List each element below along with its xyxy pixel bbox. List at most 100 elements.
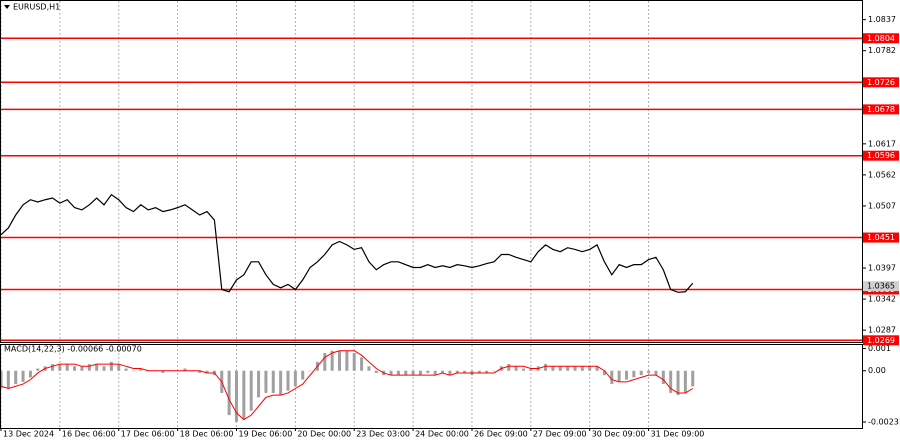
macd-bar [507, 364, 511, 371]
macd-bar [396, 370, 400, 376]
macd-bar [161, 370, 165, 373]
y-tick-label: 1.0782 [868, 46, 896, 55]
x-tick-label: 31 Dec 09:00 [651, 430, 705, 439]
macd-bar [286, 370, 290, 391]
macd-bar [124, 368, 128, 371]
macd-bar [691, 370, 695, 387]
macd-bar [183, 368, 187, 371]
macd-bar [131, 370, 135, 372]
macd-bar [683, 370, 687, 393]
level-label-box [863, 335, 899, 346]
x-tick-label: 17 Dec 06:00 [121, 430, 175, 439]
macd-bar [227, 370, 231, 416]
x-tick-label: 26 Dec 09:00 [474, 430, 528, 439]
x-tick-label: 19 Dec 06:00 [238, 430, 292, 439]
macd-bar [647, 370, 651, 373]
macd-bar [73, 366, 77, 371]
x-tick-label: 30 Dec 09:00 [592, 430, 646, 439]
indicator-label: MACD(14,22,3) -0.00066 -0.00070 [4, 345, 142, 354]
macd-bar [588, 366, 592, 371]
macd-bar [654, 370, 658, 376]
macd-bar [293, 370, 297, 387]
macd-bar [301, 370, 305, 380]
macd-bar [352, 352, 356, 371]
macd-bar [367, 366, 371, 371]
macd-bar [58, 364, 62, 371]
y-tick-label: 1.0562 [868, 170, 896, 179]
macd-bar [330, 350, 334, 371]
macd-bar [102, 366, 106, 371]
macd-bar [360, 357, 364, 371]
macd-bar [441, 370, 445, 373]
macd-bar [338, 350, 342, 371]
level-label: 1.0804 [867, 34, 895, 43]
macd-bar [544, 364, 548, 371]
level-label-box [863, 77, 899, 88]
data-layer [0, 37, 862, 422]
macd-bar [205, 370, 209, 373]
macd-bar [95, 364, 99, 371]
last-price-box [863, 281, 899, 292]
macd-signal-line [0, 350, 693, 421]
macd-bar [249, 370, 253, 411]
macd-bar [279, 370, 283, 396]
y-tick-label: 1.0617 [868, 139, 896, 148]
macd-bar [198, 370, 202, 373]
macd-bar [65, 364, 69, 371]
macd-bar [602, 370, 606, 376]
macd-bar [529, 368, 533, 371]
macd-bar [463, 370, 467, 373]
macd-bar [36, 368, 40, 371]
macd-bar [14, 370, 18, 385]
x-tick-label: 16 Dec 06:00 [62, 430, 116, 439]
symbol-menu-arrow[interactable] [4, 5, 10, 9]
macd-bar [51, 364, 55, 371]
macd-bar [558, 366, 562, 371]
macd-bar [264, 370, 268, 393]
macd-bar [514, 366, 518, 371]
y-tick-label: 0.001 [868, 344, 891, 353]
macd-bar [566, 366, 570, 371]
y-tick-label: 0.00 [868, 366, 886, 375]
macd-bar [448, 370, 452, 376]
x-tick-label: 23 Dec 03:00 [356, 430, 410, 439]
macd-bar [661, 370, 665, 385]
macd-bar [323, 352, 327, 371]
x-tick-label: 24 Dec 00:00 [415, 430, 469, 439]
macd-bar [109, 361, 113, 371]
macd-bar [80, 366, 84, 371]
level-label: 1.0451 [867, 233, 895, 242]
macd-bar [257, 370, 261, 398]
y-tick-label: 1.0287 [868, 326, 896, 335]
macd-bar [345, 350, 349, 371]
macd-bar [0, 370, 3, 389]
macd-bar [411, 370, 415, 376]
indicator-panel-frame [0, 344, 863, 429]
macd-bar [139, 368, 143, 371]
macd-bar [404, 370, 408, 376]
macd-bar [625, 370, 629, 380]
y-tick-label: 1.0837 [868, 15, 896, 24]
macd-bar [87, 364, 91, 371]
level-label-box [863, 150, 899, 161]
macd-bar [676, 370, 680, 396]
macd-bar [426, 370, 430, 373]
macd-bar [551, 366, 555, 371]
level-label-box [863, 33, 899, 44]
level-label-box [863, 104, 899, 115]
macd-bar [492, 370, 496, 372]
macd-bar [242, 370, 246, 420]
level-label-box [863, 232, 899, 243]
x-tick-label: 27 Dec 09:00 [533, 430, 587, 439]
macd-bar [485, 370, 489, 373]
level-label: 1.0678 [867, 105, 895, 114]
macd-bar [308, 370, 312, 372]
macd-bar [580, 366, 584, 371]
macd-bar [669, 370, 673, 393]
last-price-label: 1.0365 [867, 282, 895, 291]
macd-bar [433, 370, 437, 376]
macd-bar [617, 370, 621, 382]
